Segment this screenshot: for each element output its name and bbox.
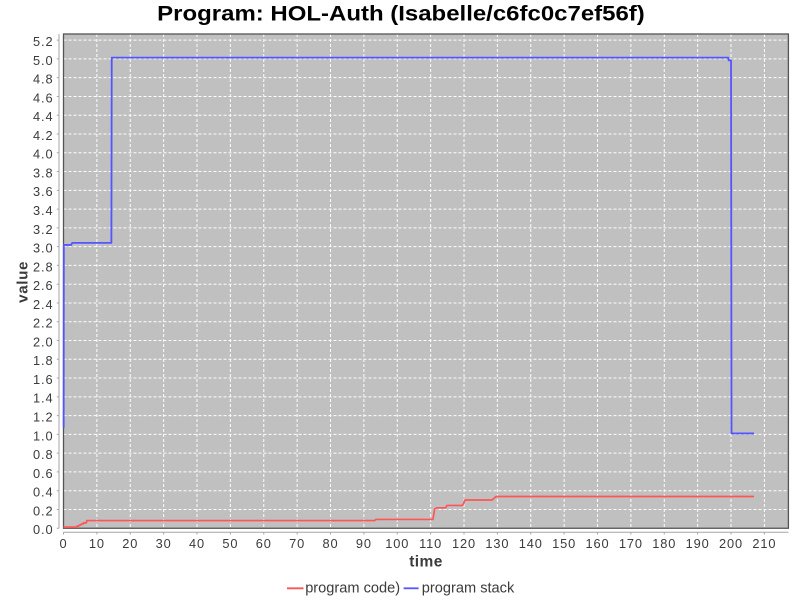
svg-text:1.4: 1.4 [33, 391, 54, 406]
svg-text:50: 50 [222, 536, 238, 551]
svg-text:value: value [15, 261, 32, 303]
svg-text:160: 160 [585, 536, 609, 551]
svg-text:210: 210 [752, 536, 776, 551]
svg-text:70: 70 [289, 536, 305, 551]
svg-text:3.8: 3.8 [33, 165, 54, 180]
svg-text:40: 40 [189, 536, 205, 551]
svg-text:80: 80 [322, 536, 338, 551]
svg-text:0.6: 0.6 [33, 466, 54, 481]
svg-text:120: 120 [452, 536, 476, 551]
svg-text:140: 140 [519, 536, 543, 551]
svg-text:110: 110 [419, 536, 442, 551]
svg-text:20: 20 [122, 536, 138, 551]
svg-text:5.2: 5.2 [33, 34, 54, 49]
svg-text:1.6: 1.6 [33, 372, 54, 387]
svg-text:2.0: 2.0 [33, 334, 54, 349]
svg-text:90: 90 [356, 536, 372, 551]
svg-text:program code): program code) [305, 580, 400, 596]
svg-text:2.4: 2.4 [33, 297, 54, 312]
svg-text:190: 190 [686, 536, 710, 551]
svg-text:100: 100 [385, 536, 409, 551]
svg-text:130: 130 [485, 536, 509, 551]
svg-text:180: 180 [652, 536, 676, 551]
svg-text:1.8: 1.8 [33, 353, 54, 368]
svg-text:1.2: 1.2 [33, 410, 54, 425]
svg-text:4.6: 4.6 [33, 90, 54, 105]
svg-text:60: 60 [256, 536, 272, 551]
svg-text:5.0: 5.0 [33, 53, 54, 68]
svg-text:200: 200 [719, 536, 743, 551]
svg-text:10: 10 [89, 536, 105, 551]
svg-text:0.0: 0.0 [33, 522, 54, 537]
svg-text:150: 150 [552, 536, 576, 551]
svg-text:3.6: 3.6 [33, 184, 54, 199]
svg-text:3.4: 3.4 [33, 203, 54, 218]
svg-text:4.4: 4.4 [33, 109, 54, 124]
svg-text:2.8: 2.8 [33, 259, 54, 274]
svg-text:4.0: 4.0 [33, 147, 54, 162]
svg-text:time: time [409, 554, 442, 571]
svg-text:0: 0 [59, 536, 67, 551]
svg-text:4.2: 4.2 [33, 128, 54, 143]
svg-text:1.0: 1.0 [33, 428, 54, 443]
svg-text:0.2: 0.2 [33, 503, 54, 518]
svg-text:3.0: 3.0 [33, 241, 54, 256]
svg-text:Program: HOL-Auth (Isabelle/c6: Program: HOL-Auth (Isabelle/c6fc0c7ef56f… [157, 2, 645, 25]
svg-text:3.2: 3.2 [33, 222, 54, 237]
svg-text:170: 170 [619, 536, 643, 551]
svg-text:program stack: program stack [422, 580, 515, 596]
svg-text:0.8: 0.8 [33, 447, 54, 462]
svg-text:0.4: 0.4 [33, 485, 54, 500]
svg-text:30: 30 [156, 536, 172, 551]
svg-text:4.8: 4.8 [33, 72, 54, 87]
svg-text:2.2: 2.2 [33, 316, 54, 331]
svg-text:2.6: 2.6 [33, 278, 54, 293]
